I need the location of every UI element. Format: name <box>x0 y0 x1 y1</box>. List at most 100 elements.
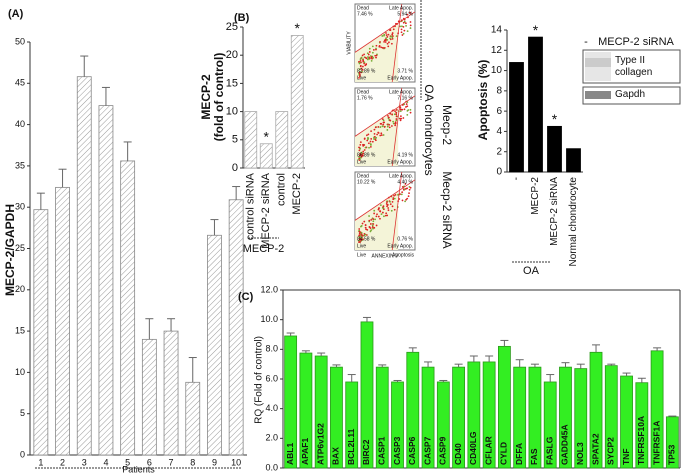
x-tick-label: TNFRSF1A <box>651 421 661 465</box>
flow-dot <box>365 134 368 137</box>
flow-dot <box>370 229 373 232</box>
flow-dot <box>362 65 364 68</box>
flow-label: 0.76 % <box>397 236 413 242</box>
flow-dot <box>387 45 390 48</box>
flow-dot <box>373 212 376 215</box>
flow-dot <box>391 33 394 36</box>
side-label: Mecp-2 <box>440 105 454 145</box>
y-tick-label: 4 <box>496 126 502 137</box>
x-tick-label: CD40 <box>453 443 463 465</box>
x-tick-label: SPATA2 <box>590 433 600 465</box>
flow-dot <box>403 29 406 32</box>
flow-dot <box>385 203 388 205</box>
flow-dot <box>383 47 386 49</box>
flow-dot <box>401 25 403 28</box>
flow-dot <box>370 59 373 62</box>
blot-column: - <box>584 36 588 48</box>
flow-dot <box>358 239 360 242</box>
flow-label: Early Apop. <box>387 159 413 165</box>
flow-label: 10.22 % <box>357 179 376 185</box>
side-label: Mecp-2 siRNA <box>440 171 454 248</box>
flow-dot <box>379 204 382 207</box>
flow-dot <box>392 122 395 125</box>
flow-dot <box>371 45 374 48</box>
gate-line <box>354 95 416 137</box>
flow-dot <box>399 117 402 120</box>
flow-label: Late Apop. <box>389 5 413 11</box>
flow-dot <box>393 208 396 211</box>
flow-dot <box>380 213 383 215</box>
flow-dot <box>360 225 362 228</box>
flow-axis-label: Apoptosis <box>392 252 414 258</box>
x-tick-label: TNF <box>621 448 631 465</box>
flow-dot <box>405 24 407 27</box>
x-tick-label: CASP3 <box>392 436 402 465</box>
y-tick-label: 0 <box>232 162 238 174</box>
flow-dot <box>358 230 361 233</box>
flow-dot <box>359 153 362 155</box>
flow-dot <box>370 138 373 140</box>
flow-dot <box>395 111 398 114</box>
flow-dot <box>360 67 363 70</box>
flow-dot <box>387 33 390 36</box>
flow-dot <box>364 56 367 59</box>
flow-dot <box>388 41 390 44</box>
bar <box>120 160 136 456</box>
flow-label: Dead <box>357 173 369 179</box>
flow-dot <box>361 70 363 73</box>
flow-dot <box>386 214 389 217</box>
flow-dot <box>404 22 407 25</box>
flow-dot <box>375 48 377 51</box>
flow-dot <box>392 28 395 31</box>
flow-dot <box>369 227 372 230</box>
flow-dot <box>358 156 361 159</box>
y-tick-label: 10 <box>491 65 503 76</box>
x-tick-label: CASP1 <box>377 436 387 465</box>
flow-dot <box>405 187 407 190</box>
gate <box>355 23 399 82</box>
flow-dot <box>409 108 412 111</box>
flow-dot <box>377 215 380 218</box>
y-axis-label: MECP-2/GAPDH <box>3 204 17 296</box>
flow-dot <box>358 76 360 79</box>
flow-dot <box>375 224 378 227</box>
gate-line <box>391 87 403 167</box>
flow-dot <box>373 128 376 131</box>
flow-dot <box>387 116 390 119</box>
flow-dot <box>386 36 389 38</box>
flow-dot <box>399 110 402 113</box>
flow-dot <box>361 54 364 57</box>
bar <box>566 148 581 173</box>
flow-dot <box>359 147 362 150</box>
flow-dot <box>407 109 410 111</box>
flow-dot <box>409 27 412 29</box>
flow-label: 3.71 % <box>397 68 413 74</box>
flow-dot <box>397 20 400 23</box>
flow-dot <box>377 132 380 134</box>
flow-dot <box>406 30 409 33</box>
flow-label: 4.40 % <box>397 179 413 185</box>
flow-label: Late Apop. <box>389 173 413 179</box>
x-tick-label: 5 <box>125 457 130 467</box>
flow-label: 4.19 % <box>397 152 413 158</box>
flow-dot <box>371 224 374 227</box>
flow-dot <box>367 53 370 56</box>
x-tick-label: FAS <box>529 448 539 465</box>
x-tick-label: 8 <box>190 457 195 467</box>
flow-dot <box>368 215 370 217</box>
flow-dot <box>401 34 404 36</box>
flow-dot <box>399 119 402 122</box>
bar <box>207 234 222 456</box>
flow-dot <box>408 185 411 188</box>
flow-dot <box>374 139 377 142</box>
flow-dot <box>359 59 362 62</box>
flow-dot <box>409 111 412 114</box>
y-tick-label: 4.0 <box>265 403 278 413</box>
flow-dot <box>391 205 394 208</box>
flow-label: 5.94 % <box>397 11 413 17</box>
bar <box>185 381 201 456</box>
flow-dot <box>384 214 387 217</box>
blot-band <box>585 91 611 99</box>
flow-dot <box>379 41 381 43</box>
